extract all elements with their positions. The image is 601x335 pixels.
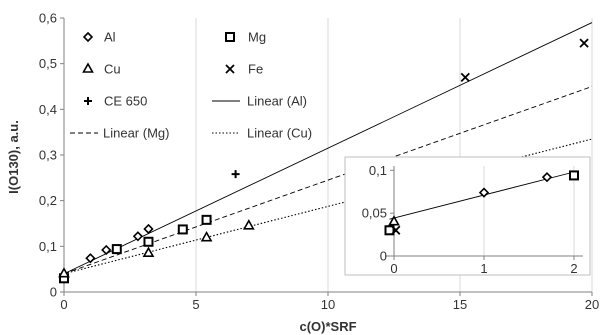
legend-label-linear-al: Linear (Al): [247, 94, 307, 109]
main-x-tick-label-2: 10: [321, 297, 335, 312]
main-point-mg-3: [177, 224, 188, 235]
legend-label-fe: Fe: [248, 62, 263, 77]
main-trendline-linear-al: [63, 22, 593, 275]
inset-axes: [385, 166, 583, 260]
main-x-tick-label-4: 20: [585, 297, 599, 312]
main-point-mg-1: [111, 244, 122, 255]
data-points: [58, 38, 589, 284]
main-point-mg-2: [143, 236, 154, 247]
main-point-fe-1: [579, 38, 589, 48]
main-x-tick-label-0: 0: [60, 297, 67, 312]
trendlines: [63, 22, 593, 275]
tick-labels: 00,10,20,30,40,50,60 5 10 15 20: [39, 11, 599, 313]
inset-y-tick-label-0: 0: [380, 249, 387, 264]
legend-marker-mg: [225, 32, 235, 42]
main-y-tick-label-4: 0,4: [39, 102, 57, 117]
legend-marker-ce-650: [84, 97, 92, 105]
main-trendline-linear-mg: [63, 86, 593, 275]
inset-x-tick-label-0: 0: [390, 261, 397, 276]
main-y-tick-label-3: 0,3: [39, 148, 57, 163]
inset-point-fe-0: [391, 225, 401, 235]
inset-trendline-linear-al: [389, 171, 575, 220]
main-y-tick-label-0: 0: [50, 285, 57, 300]
inset-point-cu-0: [388, 215, 400, 226]
axes: [60, 17, 593, 296]
y-axis-title: I(O130), a.u.: [6, 120, 21, 194]
legend-label-mg: Mg: [248, 30, 266, 45]
main-point-cu-3: [242, 219, 255, 230]
inset-tick-labels: 0 0,05 0,1 0 1 2: [362, 163, 578, 276]
main-point-al-2: [101, 244, 112, 256]
main-x-tick-label-1: 5: [192, 297, 199, 312]
main-point-al-3: [132, 231, 144, 242]
legend-label-cu: Cu: [104, 62, 121, 77]
inset-data-points: [384, 170, 579, 236]
inset-chart: 0 0,05 0,1 0 1 2: [344, 156, 591, 276]
main-y-tick-label-1: 0,1: [39, 239, 57, 254]
legend-marker-fe: [225, 64, 235, 74]
main-point-cu-0: [58, 267, 70, 278]
inset-x-tick-label-2: 2: [570, 261, 577, 276]
inset-point-mg-0: [384, 225, 395, 236]
legend-label-linear-mg: Linear (Mg): [103, 126, 169, 141]
inset-y-tick-label-1: 0,05: [362, 206, 387, 221]
main-point-mg-4: [201, 214, 212, 225]
inset-x-tick-label-1: 1: [480, 261, 487, 276]
inset-point-mg-1: [569, 170, 579, 181]
main-y-tick-label-5: 0,5: [39, 56, 57, 71]
main-point-ce-650-0: [231, 170, 240, 179]
main-point-fe-0: [460, 72, 470, 83]
x-axis-title: c(O)*SRF: [299, 319, 356, 334]
legend-marker-cu: [82, 62, 94, 73]
inset-y-tick-label-2: 0,1: [369, 163, 387, 178]
main-point-al-4: [143, 223, 154, 235]
legend-label-linear-cu: Linear (Cu): [247, 126, 312, 141]
inset-trendlines: [389, 171, 575, 220]
inset-point-al-2: [541, 172, 553, 183]
legend-label-ce-650: CE 650: [104, 94, 147, 109]
legend: Al Mg Cu Fe CE 650 Linear (Al) Linear (Mg) Line…: [70, 30, 312, 141]
main-point-cu-1: [142, 246, 155, 257]
main-x-tick-label-3: 15: [453, 297, 467, 312]
main-point-cu-2: [200, 231, 213, 242]
inset-point-al-1: [478, 187, 490, 198]
legend-marker-al: [82, 31, 94, 43]
main-y-tick-label-2: 0,2: [39, 193, 57, 208]
main-y-tick-label-6: 0,6: [39, 11, 57, 26]
legend-label-al: Al: [104, 30, 116, 45]
main-point-al-1: [85, 253, 96, 264]
